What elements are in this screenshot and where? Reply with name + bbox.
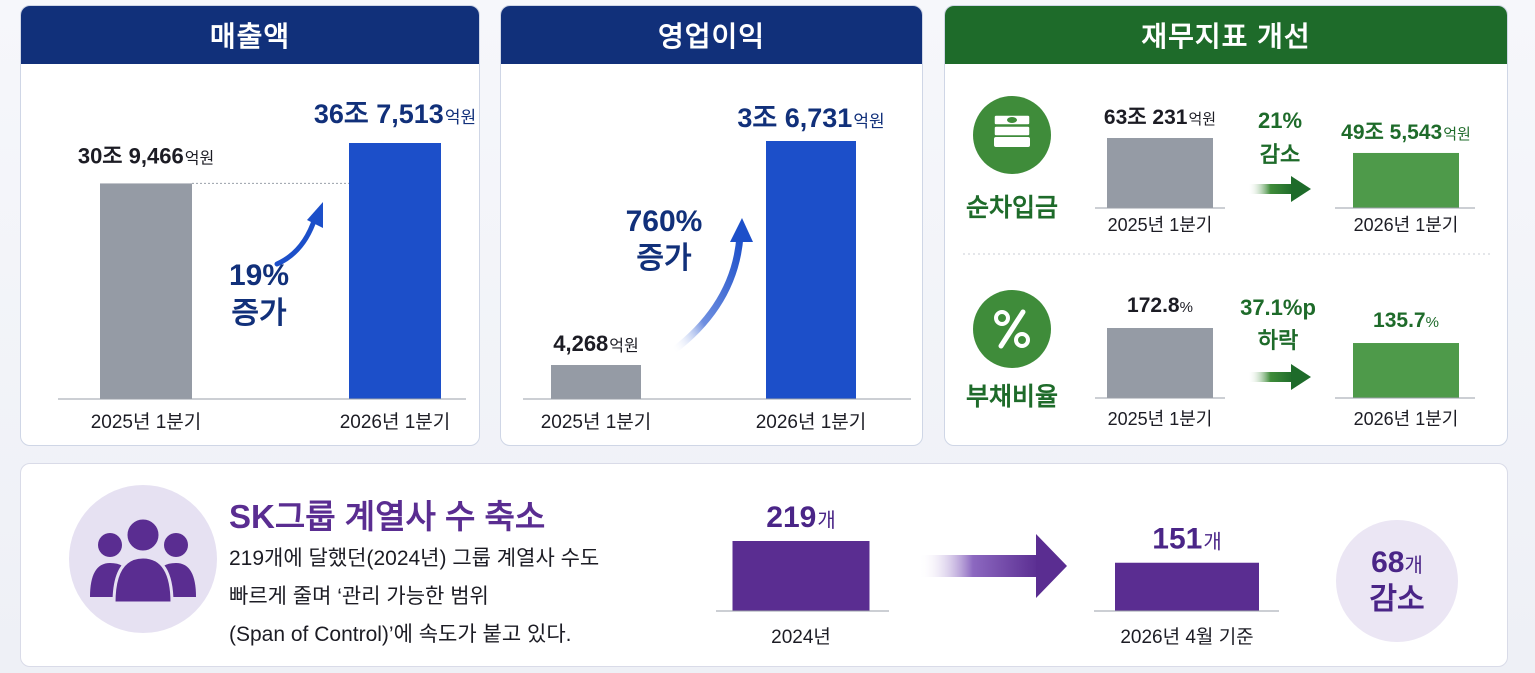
debt-ratio-xlabel-2025q1: 2025년 1분기: [1108, 409, 1213, 429]
net-debt-bar-2025q1: [1107, 138, 1213, 208]
debt-ratio-xlabel-2026q1: 2026년 1분기: [1354, 409, 1459, 429]
money-stack-icon: [973, 96, 1051, 174]
revenue-growth-arrowhead: [307, 202, 323, 228]
net-debt-arrowhead: [1291, 176, 1311, 202]
revenue-change-pct: 19%: [229, 259, 289, 292]
affiliates-chart: 219개 151개 2024년 2026년 4월 기준: [716, 501, 1279, 648]
affiliates-value-2024: 219개: [766, 501, 835, 534]
revenue-bar-2025q1: [100, 183, 192, 399]
net-debt-value-2026q1: 49조 5,543억원: [1341, 121, 1471, 144]
debt-ratio-arrowhead: [1291, 364, 1311, 390]
debt-ratio-change-word: 하락: [1258, 328, 1298, 353]
net-debt-change-pct: 21%: [1258, 108, 1302, 133]
revenue-value-2025q1: 30조 9,466억원: [78, 143, 214, 168]
net-debt-change-word: 감소: [1260, 142, 1300, 167]
operating-profit-value-2026q1: 3조 6,731억원: [737, 103, 884, 133]
revenue-change-word: 증가: [231, 297, 287, 330]
operating-profit-growth-arrowhead: [730, 218, 753, 242]
operating-profit-bar-2026q1: [766, 141, 856, 399]
financial-title: 재무지표 개선: [945, 6, 1507, 64]
percent-icon: [973, 290, 1051, 368]
affiliates-desc-line: 빠르게 줄며 ‘관리 가능한 범위: [229, 585, 489, 608]
affiliates-bar-2024: [732, 541, 870, 611]
affiliates-xlabel-2024: 2024년: [771, 626, 831, 648]
operating-profit-change-word: 증가: [636, 242, 692, 275]
net-debt-xlabel-2025q1: 2025년 1분기: [1108, 215, 1213, 235]
revenue-xlabel-2025q1: 2025년 1분기: [91, 411, 202, 433]
net-debt-xlabel-2026q1: 2026년 1분기: [1354, 215, 1459, 235]
affiliates-description: 219개에 달했던(2024년) 그룹 계열사 수도 빠르게 줄며 ‘관리 가능…: [229, 540, 599, 654]
affiliates-reduction-num: 68: [1371, 545, 1405, 579]
affiliates-reduction-word: 감소: [1369, 582, 1425, 616]
affiliates-reduction-amount: 68개: [1371, 545, 1423, 584]
operating-profit-value-2025q1: 4,268억원: [553, 331, 639, 356]
affiliates-reduction-unit: 개: [1404, 554, 1423, 577]
net-debt-value-2025q1: 63조 231억원: [1104, 106, 1216, 129]
affiliates-xlabel-2026apr: 2026년 4월 기준: [1120, 626, 1253, 648]
financial-panel: 재무지표 개선 순차입금 부채비율 63조 231억원 49조 5,543억원 …: [944, 5, 1508, 446]
debt-ratio-value-2025q1: 172.8%: [1127, 294, 1193, 317]
debt-ratio-value-2026q1: 135.7%: [1373, 309, 1439, 332]
financial-chart: 63조 231억원 49조 5,543억원 2025년 1분기 2026년 1분…: [963, 106, 1490, 429]
debt-ratio-bar-2026q1: [1353, 343, 1459, 398]
revenue-panel: 매출액 30조 9,466억원 36조 7,513억원 2025년 1분기 20…: [20, 5, 480, 446]
revenue-chart: 30조 9,466억원 36조 7,513억원 2025년 1분기 2026년 …: [58, 99, 476, 433]
debt-ratio-arrow: [1248, 372, 1293, 382]
affiliates-desc-line: (Span of Control)’에 속도가 붙고 있다.: [229, 623, 572, 646]
affiliates-bar-2026apr: [1115, 562, 1259, 611]
operating-profit-title: 영업이익: [501, 6, 922, 64]
affiliates-panel: SK그룹 계열사 수 축소 219개에 달했던(2024년) 그룹 계열사 수도…: [20, 463, 1508, 667]
revenue-xlabel-2026q1: 2026년 1분기: [340, 411, 451, 433]
operating-profit-panel: 영업이익 4,268억원 3조 6,731억원 2025년 1분기 2026년 …: [500, 5, 923, 446]
net-debt-label: 순차입금: [965, 194, 1058, 222]
affiliates-arrow: [919, 555, 1039, 577]
revenue-bar-2026q1: [349, 143, 441, 399]
revenue-title: 매출액: [21, 6, 479, 64]
debt-ratio-bar-2025q1: [1107, 328, 1213, 398]
affiliates-reduction-badge: 68개 감소: [1336, 520, 1458, 642]
affiliates-title: SK그룹 계열사 수 축소: [229, 498, 546, 535]
operating-profit-xlabel-2025q1: 2025년 1분기: [541, 411, 652, 433]
people-group-icon: [69, 485, 217, 633]
revenue-value-2026q1: 36조 7,513억원: [314, 99, 476, 129]
net-debt-bar-2026q1: [1353, 152, 1459, 208]
affiliates-value-2026apr: 151개: [1152, 523, 1221, 556]
debt-ratio-label: 부채비율: [965, 383, 1058, 411]
revenue-growth-arrow: [274, 215, 318, 267]
debt-ratio-change-pct: 37.1%p: [1240, 295, 1316, 320]
affiliates-desc-line: 219개에 달했던(2024년) 그룹 계열사 수도: [229, 547, 600, 570]
affiliates-arrowhead: [1036, 534, 1067, 598]
operating-profit-xlabel-2026q1: 2026년 1분기: [756, 411, 867, 433]
operating-profit-chart: 4,268억원 3조 6,731억원 2025년 1분기 2026년 1분기 7…: [523, 103, 911, 433]
operating-profit-growth-arrow: [669, 232, 744, 355]
operating-profit-change-pct: 760%: [626, 205, 703, 238]
net-debt-arrow: [1248, 184, 1293, 194]
operating-profit-bar-2025q1: [551, 365, 641, 399]
